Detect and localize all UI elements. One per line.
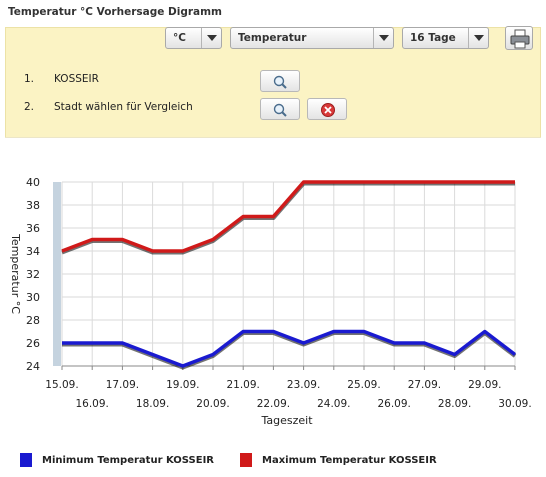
legend-min-swatch [20,453,32,467]
city-1-name: KOSSEIR [54,73,99,85]
x-axis-label: Tageszeit [260,414,313,427]
chevron-down-icon [201,28,221,48]
city-1-index: 1. [24,73,35,85]
search-icon [273,75,287,89]
series-line-max [61,180,515,253]
unit-select[interactable]: °C [165,27,222,49]
range-select-value: 16 Tage [410,32,456,44]
x-tick-label: 16.09. [75,398,108,410]
divider [5,137,541,138]
y-tick-label: 24 [26,360,40,373]
y-tick-label: 40 [26,176,40,189]
y-tick-label: 30 [26,291,40,304]
y-tick-label: 32 [26,268,40,281]
legend-max-swatch [240,453,252,467]
x-tick-label: 22.09. [257,398,290,410]
x-tick-label: 26.09. [377,398,410,410]
x-tick-label: 18.09. [136,398,169,410]
legend-min-label: Minimum Temperatur KOSSEIR [42,455,215,466]
metric-select[interactable]: Temperatur [230,27,394,49]
x-tick-label: 15.09. [45,379,78,391]
x-tick-label: 20.09. [196,398,229,410]
x-tick-label: 23.09. [287,379,320,391]
x-tick-label: 19.09. [166,379,199,391]
metric-select-value: Temperatur [238,32,307,44]
chevron-down-icon [468,28,488,48]
remove-icon [321,103,335,117]
x-tick-label: 29.09. [468,379,501,391]
city-2-remove-button[interactable] [307,98,347,120]
city-2-index: 2. [24,101,35,113]
y-tick-label: 28 [26,314,40,327]
y-tick-label: 26 [26,337,40,350]
y-axis-label: Temperatur °C [9,233,22,314]
city-2-search-button[interactable] [260,98,300,120]
x-tick-label: 27.09. [408,379,441,391]
legend-max-label: Maximum Temperatur KOSSEIR [262,455,437,466]
city-2-name: Stadt wählen für Vergleich [54,101,193,113]
range-select[interactable]: 16 Tage [402,27,489,49]
y-tick-label: 38 [26,199,40,212]
x-tick-label: 25.09. [347,379,380,391]
print-button[interactable] [505,26,533,50]
printer-icon [510,29,530,49]
y-tick-label: 34 [26,245,40,258]
chevron-down-icon [373,28,393,48]
x-tick-label: 17.09. [106,379,139,391]
series-line-min [62,329,517,368]
unit-select-value: °C [173,32,186,44]
city-1-search-button[interactable] [260,70,300,92]
x-tick-label: 21.09. [226,379,259,391]
x-tick-label: 24.09. [317,398,350,410]
page-title: Temperatur °C Vorhersage Digramm [8,6,222,18]
search-icon [273,103,287,117]
y-tick-label: 36 [26,222,40,235]
x-tick-label: 30.09. [498,398,531,410]
x-tick-label: 28.09. [438,398,471,410]
y-axis-bar [53,182,61,366]
